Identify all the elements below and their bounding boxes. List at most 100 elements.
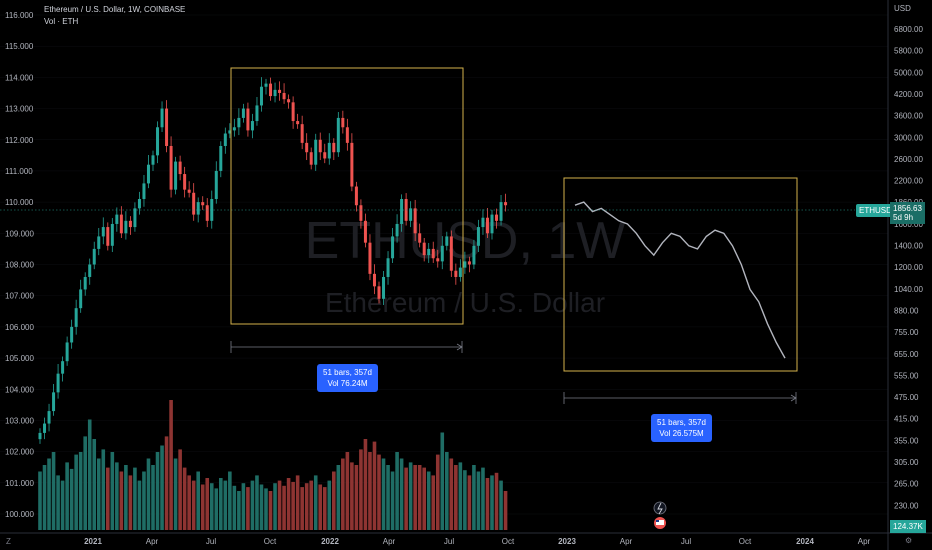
x-axis-tick: Oct xyxy=(502,537,515,546)
candle-body xyxy=(146,164,150,184)
candle-body xyxy=(92,248,96,265)
settings-icon[interactable]: ⚙ xyxy=(905,536,913,545)
candle-body xyxy=(192,192,196,215)
current-price-tag: 1856.63 5d 9h xyxy=(890,202,925,224)
left-axis-tick: 109.000 xyxy=(5,229,34,238)
candle-body xyxy=(377,286,381,299)
candle-body xyxy=(52,392,56,412)
candle-body xyxy=(178,161,182,175)
left-axis-tick: 115.000 xyxy=(5,42,34,51)
volume-bar xyxy=(435,454,440,530)
volume-bar xyxy=(209,483,214,530)
volume-bar xyxy=(146,458,151,530)
candle-body xyxy=(341,117,345,128)
candle-body xyxy=(196,202,200,215)
candle-body xyxy=(305,142,309,153)
volume-bar xyxy=(191,480,196,530)
volume-bar xyxy=(187,475,191,530)
volume-bar xyxy=(250,480,255,530)
volume-bar xyxy=(476,471,481,530)
volume-bar xyxy=(322,487,327,530)
volume-indicator-label[interactable]: Vol · ETH xyxy=(44,17,79,26)
volume-bars xyxy=(38,400,508,530)
candle-body xyxy=(137,199,141,209)
candle-body xyxy=(174,161,178,190)
right-axis-tick: 1200.00 xyxy=(894,263,923,272)
volume-bar xyxy=(223,480,228,530)
volume-bar xyxy=(426,471,431,530)
volume-bar xyxy=(115,462,119,530)
volume-bar xyxy=(178,449,182,530)
volume-bar xyxy=(259,484,264,530)
volume-bar xyxy=(42,465,47,530)
candle-body xyxy=(499,202,503,221)
right-axis-tick: 5000.00 xyxy=(894,68,923,77)
bar-countdown: 5d 9h xyxy=(893,213,914,222)
current-price-value: 1856.63 xyxy=(893,204,922,213)
measure-2-vol: Vol 26.575M xyxy=(659,429,704,438)
candle-body xyxy=(156,127,160,156)
volume-bar xyxy=(291,481,295,530)
candle-body xyxy=(228,130,232,134)
right-axis-tick: 880.00 xyxy=(894,306,919,315)
volume-bar xyxy=(286,478,291,530)
candle-body xyxy=(409,208,413,221)
candle-body xyxy=(495,214,499,221)
left-axis-tick: 106.000 xyxy=(5,323,34,332)
volume-bar xyxy=(503,491,508,530)
measure-2-tooltip: 51 bars, 357d Vol 26.575M xyxy=(651,414,712,442)
left-axis-tick: 107.000 xyxy=(5,292,34,301)
right-axis-tick: 3000.00 xyxy=(894,133,923,142)
volume-bar xyxy=(205,478,210,530)
candle-body xyxy=(431,248,435,259)
right-axis-tick: 3600.00 xyxy=(894,112,923,121)
volume-bar xyxy=(101,449,106,530)
timezone-toggle[interactable]: Z xyxy=(6,537,11,546)
volume-bar xyxy=(160,445,164,530)
left-axis-tick: 104.000 xyxy=(5,385,34,394)
candle-body xyxy=(38,432,42,440)
volume-bar xyxy=(124,465,128,530)
measure-1-tooltip: 51 bars, 357d Vol 76.24M xyxy=(317,364,378,392)
flag-icon[interactable] xyxy=(654,517,666,529)
candle-body xyxy=(354,186,358,206)
candle-body xyxy=(463,261,467,268)
candle-body xyxy=(124,220,128,234)
volume-bar xyxy=(232,485,237,530)
candle-body xyxy=(43,423,47,433)
volume-bar xyxy=(214,488,219,530)
volume-bar xyxy=(372,441,377,530)
volume-bar xyxy=(51,452,56,530)
volume-bar xyxy=(445,452,449,530)
volume-bar xyxy=(182,467,187,530)
volume-bar xyxy=(219,478,223,530)
volume-bar xyxy=(110,452,115,530)
candle-body xyxy=(332,142,336,153)
right-axis-tick: 265.00 xyxy=(894,480,919,489)
volume-bar xyxy=(264,488,268,530)
volume-bar xyxy=(390,471,395,530)
candle-body xyxy=(160,108,164,128)
x-axis-tick: Apr xyxy=(858,537,871,546)
volume-bar xyxy=(151,465,155,530)
candle-body xyxy=(97,236,101,249)
volume-bar xyxy=(345,452,350,530)
volume-bar xyxy=(119,471,124,530)
candle-body xyxy=(165,108,169,146)
right-axis-tick: 2600.00 xyxy=(894,155,923,164)
left-axis-tick: 116.000 xyxy=(5,11,34,20)
volume-bar xyxy=(92,439,97,530)
candle-body xyxy=(70,326,74,343)
volume-bar xyxy=(381,458,386,530)
volume-bar xyxy=(313,475,318,530)
x-axis-tick: Oct xyxy=(264,537,277,546)
left-axis-tick: 112.000 xyxy=(5,136,34,145)
x-axis-tick: Jul xyxy=(681,537,691,546)
candle-body xyxy=(481,217,485,228)
candle-body xyxy=(128,220,132,228)
right-axis-tick: 1040.00 xyxy=(894,285,923,294)
right-axis-tick: 475.00 xyxy=(894,393,919,402)
lightning-icon[interactable] xyxy=(653,501,667,515)
candle-body xyxy=(449,236,453,271)
